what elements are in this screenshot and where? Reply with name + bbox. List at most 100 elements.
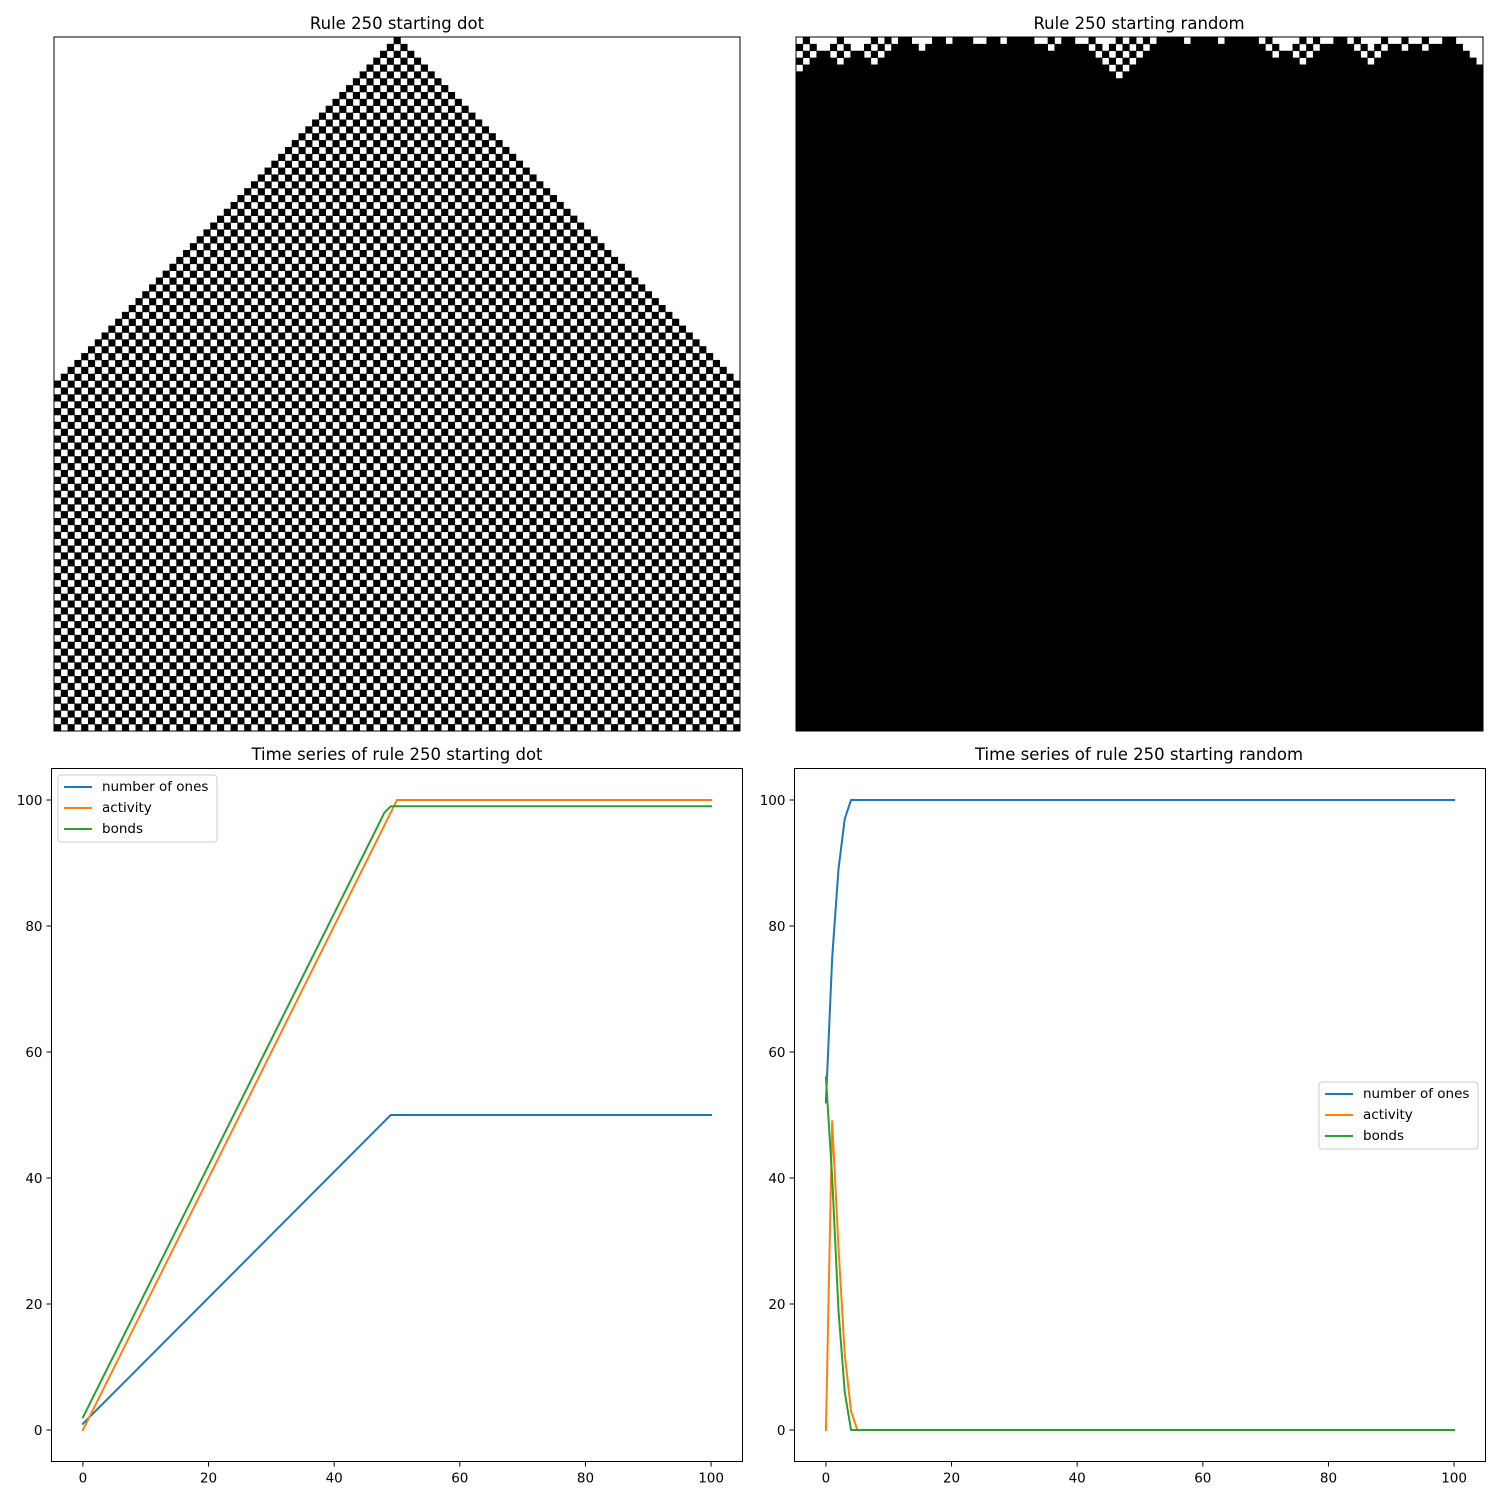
heatmap-cell	[332, 401, 340, 409]
heatmap-cell	[1034, 85, 1042, 93]
heatmap-cell	[244, 710, 252, 718]
heatmap-cell	[305, 511, 313, 519]
heatmap-cell	[583, 669, 591, 677]
heatmap-cell	[706, 682, 714, 691]
heatmap-cell	[1428, 85, 1436, 93]
heatmap-cell	[434, 572, 442, 581]
heatmap-cell	[121, 380, 130, 388]
heatmap-cell	[1027, 105, 1035, 113]
heatmap-cell	[509, 634, 517, 643]
heatmap-cell	[966, 98, 974, 107]
heatmap-cell	[427, 140, 435, 148]
heatmap-cell	[597, 311, 605, 320]
heatmap-cell	[1374, 71, 1382, 79]
heatmap-cell	[284, 572, 293, 581]
heatmap-cell	[1421, 105, 1429, 113]
heatmap-cell	[271, 353, 279, 361]
heatmap-cell	[610, 614, 619, 622]
heatmap-cell	[352, 531, 360, 539]
heatmap-cell	[1448, 105, 1457, 113]
heatmap-cell	[461, 572, 469, 581]
heatmap-cell	[529, 696, 537, 704]
heatmap-cell	[135, 559, 143, 567]
heatmap-cell	[1095, 112, 1103, 120]
heatmap-cell	[570, 614, 578, 622]
heatmap-cell	[427, 98, 435, 107]
heatmap-cell	[1190, 71, 1198, 79]
heatmap-cell	[583, 545, 591, 553]
heatmap-cell	[1455, 43, 1463, 52]
heatmap-cell	[393, 133, 401, 141]
heatmap-cell	[1469, 57, 1477, 65]
heatmap-cell	[726, 662, 734, 670]
heatmap-cell	[169, 401, 177, 409]
heatmap-cell	[1068, 50, 1076, 58]
heatmap-cell	[386, 195, 394, 203]
heatmap-cell	[475, 353, 483, 361]
heatmap-cell	[1176, 64, 1185, 72]
heatmap-cell	[217, 724, 225, 732]
heatmap-cell	[563, 414, 571, 423]
heatmap-cell	[488, 600, 496, 608]
heatmap-cell	[1414, 43, 1423, 52]
heatmap-cell	[264, 250, 272, 258]
heatmap-cell	[400, 140, 408, 148]
heatmap-cell	[339, 490, 347, 498]
heatmap-cell	[298, 517, 306, 526]
heatmap-cell	[176, 339, 184, 347]
heatmap-cell	[366, 655, 374, 663]
heatmap-cell	[223, 387, 231, 395]
heatmap-cell	[1040, 50, 1049, 58]
heatmap-cell	[346, 401, 354, 409]
heatmap-cell	[393, 669, 401, 677]
heatmap-cell	[1217, 43, 1225, 52]
heatmap-cell	[230, 614, 238, 622]
heatmap-cell	[87, 703, 96, 711]
heatmap-cell	[305, 538, 313, 546]
heatmap-cell	[318, 208, 327, 216]
heatmap-cell	[434, 435, 442, 443]
heatmap-cell	[1340, 112, 1348, 120]
heatmap-cell	[441, 538, 449, 546]
heatmap-cell	[1034, 105, 1042, 113]
heatmap-cell	[1435, 64, 1443, 72]
heatmap-cell	[434, 133, 442, 141]
heatmap-cell	[692, 545, 700, 553]
heatmap-cell	[115, 566, 123, 574]
heatmap-cell	[1136, 57, 1144, 65]
heatmap-cell	[257, 229, 265, 237]
heatmap-cell	[911, 98, 919, 107]
heatmap-cell	[1306, 71, 1314, 79]
heatmap-cell	[373, 332, 381, 340]
heatmap-cell	[836, 91, 844, 100]
heatmap-cell	[809, 112, 817, 120]
heatmap-cell	[121, 669, 130, 677]
heatmap-cell	[244, 243, 252, 251]
heatmap-cell	[1204, 37, 1212, 45]
heatmap-cell	[237, 648, 245, 656]
heatmap-cell	[447, 531, 456, 539]
heatmap-cell	[223, 703, 231, 711]
heatmap-cell	[488, 394, 496, 402]
heatmap-cell	[352, 284, 360, 292]
heatmap-cell	[536, 607, 544, 615]
heatmap-cell	[366, 119, 374, 127]
heatmap-cell	[644, 469, 653, 478]
heatmap-cell	[1299, 85, 1307, 93]
heatmap-cell	[413, 359, 422, 368]
heatmap-cell	[891, 85, 899, 93]
heatmap-cell	[665, 366, 673, 375]
heatmap-cell	[549, 195, 557, 203]
heatmap-cell	[590, 428, 598, 436]
heatmap-cell	[638, 476, 646, 484]
heatmap-cell	[264, 662, 272, 670]
heatmap-cell	[1136, 91, 1144, 100]
heatmap-cell	[502, 201, 510, 210]
heatmap-cell	[346, 304, 354, 313]
heatmap-cell	[427, 236, 435, 244]
heatmap-cell	[346, 277, 354, 285]
heatmap-cell	[196, 401, 204, 409]
heatmap-cell	[162, 298, 170, 306]
heatmap-cell	[638, 339, 646, 347]
heatmap-cell	[638, 311, 646, 320]
